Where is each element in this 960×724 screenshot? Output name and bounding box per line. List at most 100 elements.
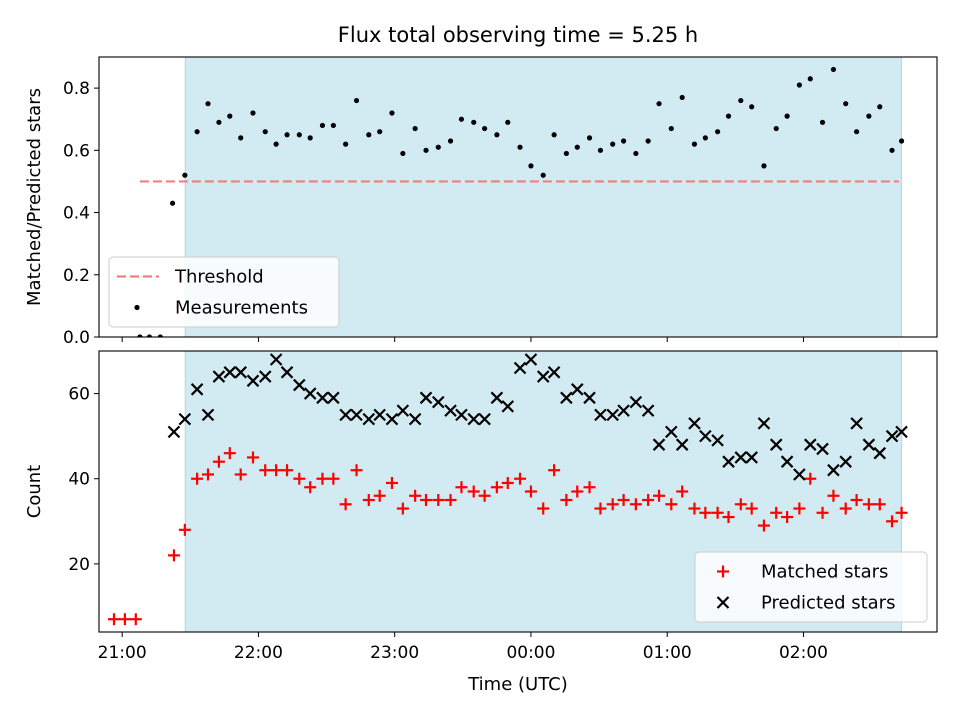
counts-series-0-point-13	[281, 464, 294, 477]
counts-series-0-point-51	[722, 511, 735, 524]
ratio-series-0-point-5	[194, 129, 200, 135]
counts-series-0-point-44	[642, 494, 655, 507]
counts-series-1-point-42	[652, 438, 666, 451]
counts-series-1-point-33-b	[547, 366, 561, 379]
counts-series-1-point-18	[373, 408, 386, 422]
counts-series-1-point-18-b	[373, 408, 386, 422]
counts-series-1-point-50-b	[745, 451, 758, 464]
counts-series-1-point-26-b	[467, 412, 480, 426]
counts-series-0-point-60	[827, 489, 840, 502]
counts-series-1-point-11-b	[293, 378, 306, 392]
counts-series-0-point-52	[734, 498, 747, 511]
ratio-series-0-point-35	[540, 172, 546, 178]
ratio-series-0-point-37	[563, 150, 569, 157]
ratio-series-0-point-59	[819, 119, 826, 125]
counts-series-0-point-17	[327, 472, 340, 485]
ratio-series-0-point-15	[307, 135, 313, 141]
counts-series-1-point-25	[455, 408, 468, 422]
counts-series-1-point-36-b	[583, 391, 596, 405]
counts-series-1-point-9	[269, 353, 283, 366]
counts-series-1-point-55	[804, 438, 817, 451]
counts-series-1-point-44	[675, 438, 689, 451]
ratio-series-0-point-52	[738, 97, 744, 104]
counts-series-1-point-57-b	[827, 463, 840, 477]
ratio-series-0-point-19	[353, 97, 360, 104]
counts-series-1-point-46	[699, 429, 712, 443]
counts-series-1-point-54	[793, 468, 806, 481]
ratio-series-0-point-16	[319, 122, 326, 129]
ratio-series-0-point-53	[749, 104, 755, 110]
ratio-series-0-point-40	[597, 147, 604, 153]
counts-series-1-point-17	[362, 412, 376, 426]
counts-series-0-point-32	[501, 476, 514, 489]
counts-series-1-point-24-b	[444, 404, 457, 417]
counts-y-tick-label-2: 60	[68, 385, 90, 405]
ratio-series-0-point-17	[330, 122, 336, 129]
counts-series-0-point-5	[191, 472, 204, 485]
counts-series-1-point-9-b	[269, 353, 283, 366]
counts-series-1-point-29-b	[501, 400, 515, 413]
counts-series-0-point-20	[362, 494, 375, 507]
counts-series-0-point-49	[699, 506, 712, 519]
counts-series-0-point-48	[688, 502, 701, 515]
ratio-series-0-point-46	[668, 125, 674, 132]
ratio-series-0-point-45	[656, 101, 662, 107]
counts-series-1-point-16-b	[350, 408, 363, 422]
counts-series-1-point-53-b	[780, 455, 794, 468]
counts-series-1-point-49	[734, 451, 748, 464]
counts-series-1-point-28	[490, 391, 504, 405]
counts-series-1-point-3-b	[201, 408, 215, 422]
counts-series-1-point-13-b	[316, 391, 329, 405]
counts-series-1-point-59-b	[850, 417, 863, 430]
counts-series-0-point-55	[770, 506, 783, 519]
ratio-series-0-point-43	[633, 150, 639, 157]
counts-series-1-point-0	[167, 425, 181, 439]
ratio-y-tick-label-2: 0.4	[63, 204, 90, 224]
ratio-series-0-point-63	[866, 113, 872, 119]
ratio-series-0-point-20	[366, 132, 372, 138]
counts-series-0-point-26	[432, 494, 445, 507]
counts-series-0-point-63	[862, 498, 875, 511]
ratio-series-0-point-9	[238, 135, 244, 141]
counts-series-1-point-1-b	[178, 412, 192, 426]
counts-series-1-point-39	[617, 404, 630, 417]
counts-series-0-point-47	[676, 485, 689, 498]
ratio-series-0-point-55	[773, 125, 779, 132]
counts-series-0	[107, 447, 908, 626]
ratio-series-0-point-0	[137, 334, 143, 337]
counts-series-1-point-58-b	[839, 455, 852, 468]
counts-series-0-point-41	[606, 498, 619, 511]
counts-legend-swatch-0	[717, 565, 729, 578]
counts-series-1-point-44-b	[675, 438, 689, 451]
counts-series-1-point-32-b	[536, 370, 550, 383]
ratio-series-0-point-65	[889, 147, 895, 153]
counts-series-0-point-35	[537, 502, 550, 515]
counts-series-1-point-38	[606, 408, 619, 422]
ratio-y-tick-label-3: 0.6	[63, 141, 90, 161]
counts-series-1-point-62-b	[885, 429, 899, 443]
counts-series-1-point-58	[839, 455, 852, 468]
counts-series-0-point-25	[420, 494, 433, 507]
counts-x-tick-label-3: 00:00	[506, 643, 555, 663]
counts-series-1-point-48-b	[722, 455, 735, 468]
counts-series-0-point-58	[804, 472, 817, 485]
counts-series-1-point-59	[850, 417, 863, 430]
ratio-series-0-point-23	[400, 150, 406, 157]
counts-series-1-point-20-b	[396, 404, 410, 417]
counts-series-0-point-61	[839, 502, 852, 515]
counts-series-0-point-45	[653, 489, 666, 502]
counts-series-1-point-24	[444, 404, 457, 417]
ratio-series-0-point-57	[796, 82, 802, 88]
counts-panel: 20 40 60 21:00 22:00 23:00 00:00 01:00 02:00 Coun…	[24, 350, 938, 663]
counts-series-1-point-27-b	[478, 412, 491, 426]
ratio-series-0-point-4	[182, 172, 188, 178]
counts-series-0-point-56	[781, 511, 794, 524]
counts-series-1-point-37-b	[594, 408, 607, 422]
ratio-series-0-point-22	[389, 110, 395, 116]
counts-series-0-point-7	[212, 455, 225, 468]
counts-series-1-point-47-b	[711, 434, 724, 447]
counts-series-0-point-24	[409, 489, 422, 502]
counts-legend: Matched stars Predicted stars	[694, 551, 928, 623]
ratio-series-0-point-58	[807, 76, 813, 82]
counts-x-tick-label-0: 21:00	[98, 643, 147, 663]
